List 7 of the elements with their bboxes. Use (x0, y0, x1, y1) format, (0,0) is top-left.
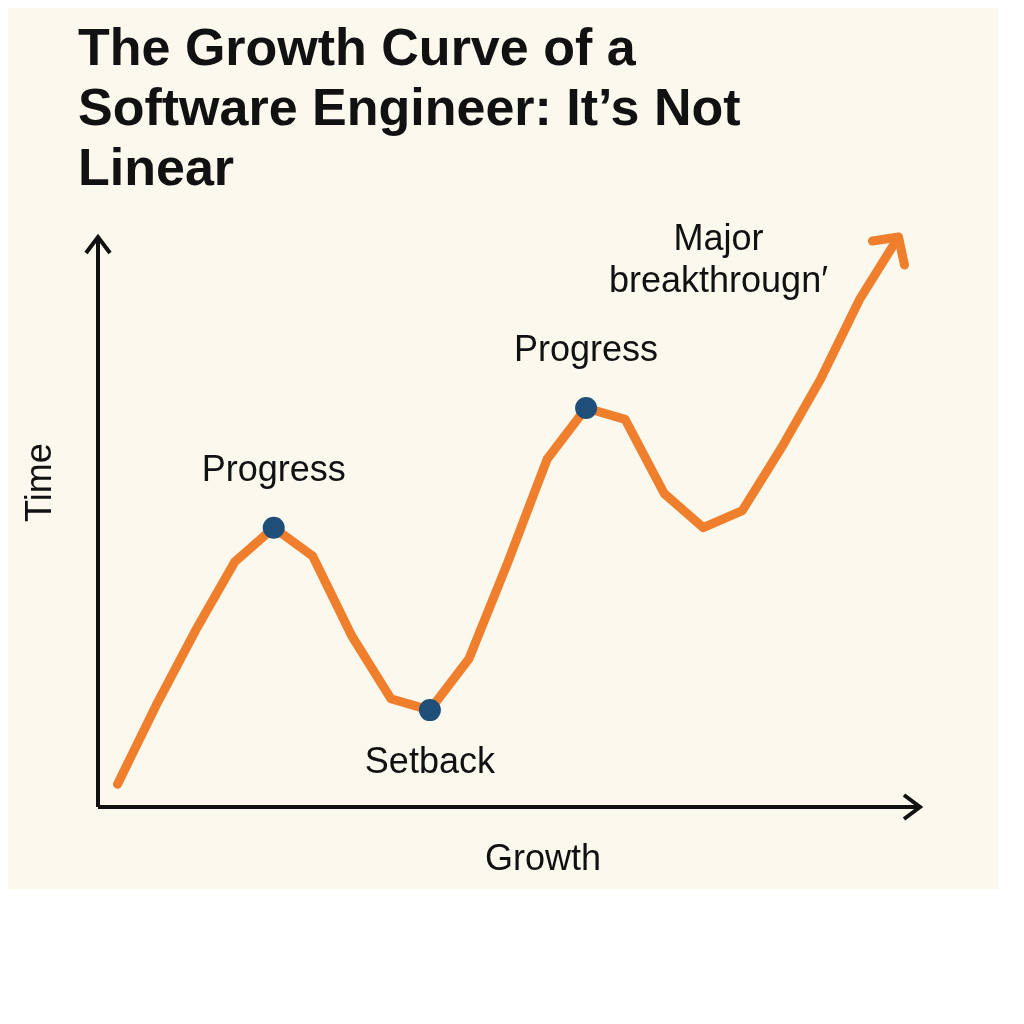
annotation: Progress (513, 328, 660, 370)
annotation: Progress (200, 448, 347, 490)
y-axis-title: Time (17, 443, 59, 523)
annotation: Major breakthrougn′ (608, 217, 829, 301)
x-axis-title: Growth (483, 837, 602, 880)
annotation: Setback (363, 740, 496, 782)
chart-title: The Growth Curve of a Software Engineer: It’s Not Linear (78, 18, 742, 198)
